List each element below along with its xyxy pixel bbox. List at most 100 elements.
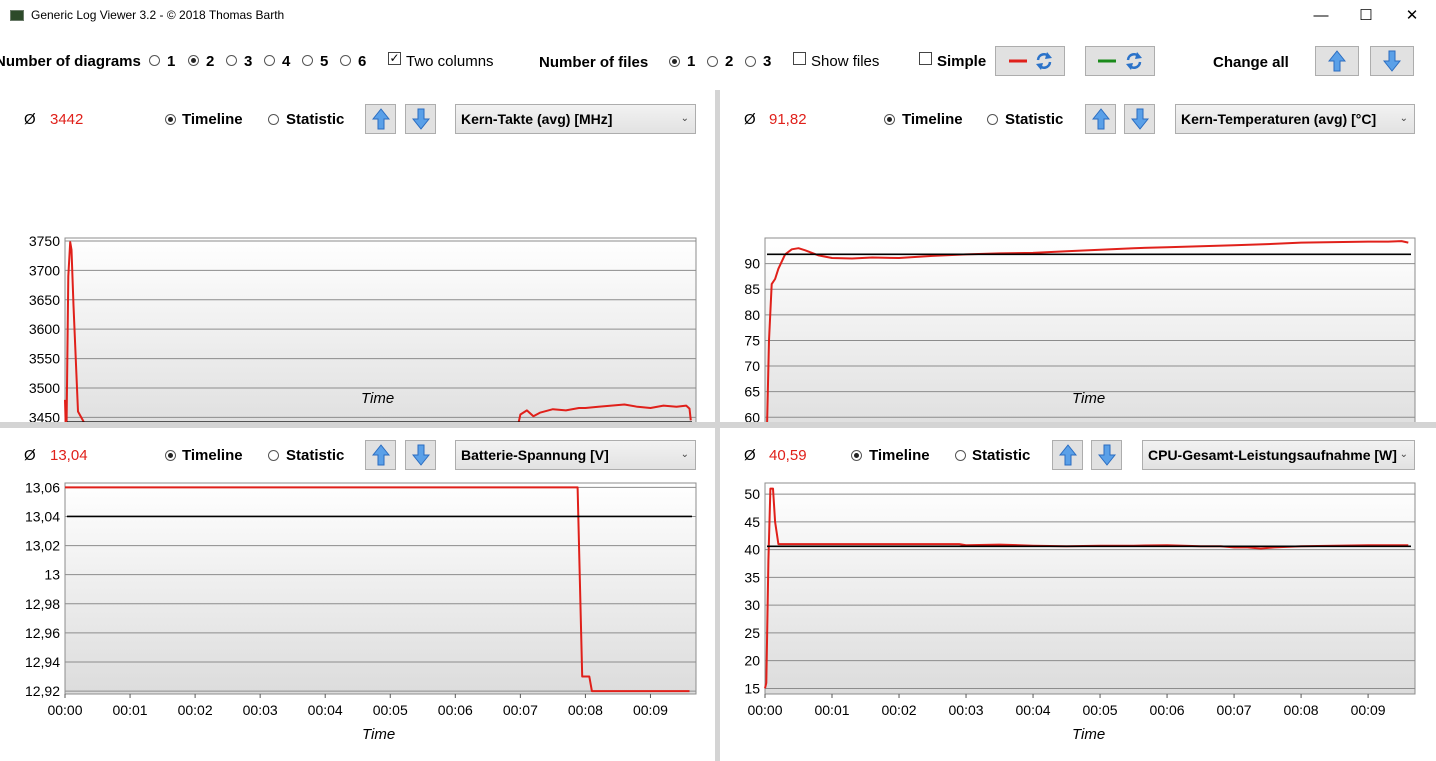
sensor-select[interactable]: CPU-Gesamt-Leistungsaufnahme [W] ⌄ [1142, 440, 1415, 470]
arrow-down-icon [411, 444, 430, 466]
y-tick-label: 12,96 [25, 625, 60, 641]
refresh-icon [1126, 52, 1142, 70]
data-series-line [65, 486, 690, 693]
diagrams-radio-2[interactable] [188, 55, 199, 66]
files-radio-3-label: 3 [763, 53, 772, 70]
timeline-radio[interactable] [884, 114, 895, 125]
data-series-line [766, 240, 1409, 422]
change-all-up-button[interactable] [1315, 46, 1359, 76]
y-tick-label: 12,94 [25, 654, 60, 670]
statistic-radio[interactable] [955, 450, 966, 461]
y-tick-label: 12,98 [25, 596, 60, 612]
x-tick-label: 00:07 [503, 702, 538, 718]
statistic-label: Statistic [1005, 111, 1064, 128]
x-tick-label: 00:05 [1083, 702, 1118, 718]
sensor-up-button[interactable] [1052, 440, 1083, 470]
average-symbol: Ø [744, 111, 756, 128]
sensor-select[interactable]: Kern-Takte (avg) [MHz] ⌄ [455, 104, 696, 134]
change-all-down-button[interactable] [1370, 46, 1414, 76]
plot-area [64, 237, 697, 422]
statistic-radio[interactable] [268, 450, 279, 461]
average-symbol: Ø [744, 447, 756, 464]
timeline-radio[interactable] [851, 450, 862, 461]
diagrams-radio-5[interactable] [302, 55, 313, 66]
x-axis-label: Time [1072, 726, 1106, 743]
files-radio-2[interactable] [707, 56, 718, 67]
sensor-down-button[interactable] [405, 104, 436, 134]
file1-color-button[interactable] [995, 46, 1065, 76]
y-tick-label: 65 [744, 384, 760, 400]
y-tick-label: 50 [744, 486, 760, 502]
average-symbol: Ø [24, 111, 36, 128]
sensor-down-button[interactable] [1124, 104, 1155, 134]
average-value: 13,04 [50, 447, 88, 464]
sensor-down-button[interactable] [405, 440, 436, 470]
y-tick-label: 75 [744, 332, 760, 348]
statistic-label: Statistic [286, 111, 345, 128]
diagrams-radio-1[interactable] [149, 55, 160, 66]
arrow-up-icon [1058, 444, 1077, 466]
sensor-select[interactable]: Batterie-Spannung [V] ⌄ [455, 440, 696, 470]
x-tick-label: 00:03 [243, 702, 278, 718]
sensor-up-button[interactable] [1085, 104, 1116, 134]
file1-color-swatch [1009, 59, 1027, 63]
close-button[interactable]: ✕ [1405, 7, 1419, 24]
y-tick-label: 30 [744, 597, 760, 613]
files-radio-1[interactable] [669, 56, 680, 67]
files-radio-2-label: 2 [725, 53, 734, 70]
chevron-down-icon: ⌄ [1399, 449, 1408, 460]
simple-checkbox[interactable] [919, 52, 932, 65]
sensor-select-value: Kern-Takte (avg) [MHz] [461, 111, 613, 127]
sensor-select[interactable]: Kern-Temperaturen (avg) [°C] ⌄ [1175, 104, 1415, 134]
x-tick-label: 00:06 [438, 702, 473, 718]
arrow-down-icon [411, 108, 430, 130]
y-tick-label: 3600 [29, 321, 60, 337]
chevron-down-icon: ⌄ [680, 113, 689, 124]
files-radio-3[interactable] [745, 56, 756, 67]
y-tick-label: 40 [744, 542, 760, 558]
row-splitter[interactable] [0, 422, 1436, 428]
timeline-radio[interactable] [165, 450, 176, 461]
show-files-checkbox[interactable] [793, 52, 806, 65]
two-columns-checkbox[interactable]: ✓ [388, 51, 401, 65]
refresh-icon [1036, 52, 1052, 70]
arrow-down-icon [1130, 108, 1149, 130]
x-tick-label: 00:09 [633, 702, 668, 718]
diagrams-radio-4[interactable] [264, 55, 275, 66]
diagram-panel-2: Ø 91,82 Timeline Statistic Kern-Temperat… [720, 90, 1436, 422]
data-series-line [64, 241, 692, 422]
y-tick-label: 12,92 [25, 683, 60, 699]
x-axis-label: Time [1072, 390, 1106, 407]
y-tick-label: 35 [744, 569, 760, 585]
y-tick-label: 3450 [29, 409, 60, 422]
average-value: 91,82 [769, 111, 807, 128]
statistic-radio[interactable] [987, 114, 998, 125]
change-all-label: Change all [1213, 54, 1289, 71]
diagrams-radio-6[interactable] [340, 55, 351, 66]
x-tick-label: 00:07 [1217, 702, 1252, 718]
sensor-up-button[interactable] [365, 104, 396, 134]
file2-color-button[interactable] [1085, 46, 1155, 76]
timeline-radio[interactable] [165, 114, 176, 125]
diagrams-radio-3-label: 3 [244, 53, 253, 70]
y-tick-label: 3550 [29, 351, 60, 367]
x-tick-label: 00:00 [47, 702, 82, 718]
maximize-button[interactable]: ☐ [1359, 7, 1373, 24]
diagram-panel-3: Ø 13,04 Timeline Statistic Batterie-Span… [0, 428, 715, 761]
y-tick-label: 15 [744, 680, 760, 696]
statistic-radio[interactable] [268, 114, 279, 125]
x-tick-label: 00:02 [881, 702, 916, 718]
y-tick-label: 45 [744, 514, 760, 530]
minimize-button[interactable]: — [1313, 7, 1329, 24]
sensor-up-button[interactable] [365, 440, 396, 470]
timeline-label: Timeline [182, 447, 243, 464]
diagrams-radio-3[interactable] [226, 55, 237, 66]
arrow-up-icon [371, 108, 390, 130]
chart-1: 3400345035003550360036503700375000:0000:… [29, 233, 697, 422]
chart-4: 15 20 25 30 35 40 45 50 00:00 00:01 00:02 00:03 00:0… [744, 482, 1416, 718]
sensor-down-button[interactable] [1091, 440, 1122, 470]
y-tick-label: 3750 [29, 233, 60, 249]
x-tick-label: 00:02 [178, 702, 213, 718]
y-tick-label: 90 [744, 256, 760, 272]
x-tick-label: 00:03 [949, 702, 984, 718]
